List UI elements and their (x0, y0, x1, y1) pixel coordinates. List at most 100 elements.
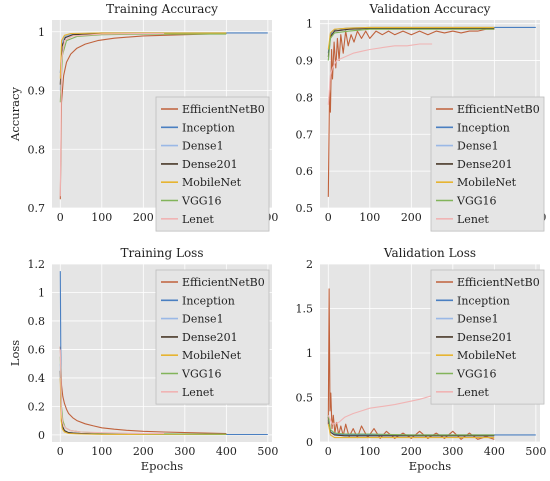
series-line-lenet (59, 349, 165, 435)
y-axis-label: Loss (8, 340, 22, 366)
x-tick-label: 100 (359, 445, 380, 458)
y-tick-label: 0.8 (28, 143, 46, 156)
legend-label: Dense1 (457, 313, 499, 326)
legend-label: MobileNet (182, 176, 242, 189)
y-tick-label: 0.7 (28, 202, 46, 215)
y-tick-label: 1.2 (28, 258, 46, 271)
legend-label: VGG16 (181, 195, 222, 208)
chart-panel-3: 0 100 200 300 400 500 0 0.2 0.4 0.6 0.8 1 1.2 Trainin… (8, 246, 278, 473)
legend: EfficientNetB0 Inception Dense1 Dense201 Mob… (430, 269, 545, 405)
legend-label: EfficientNetB0 (182, 103, 265, 116)
legend: EfficientNetB0 Inception Dense1 Dense201 Mob… (155, 96, 270, 232)
series-line-mobilenet (327, 424, 495, 439)
series-group (59, 271, 268, 436)
series-line-mobilenet (327, 26, 495, 50)
y-tick-label: 1 (306, 18, 313, 31)
x-tick-label: 300 (174, 445, 195, 458)
chart-title: Validation Accuracy (369, 2, 491, 16)
x-tick-label: 500 (525, 445, 546, 458)
chart-title: Training Loss (120, 246, 203, 260)
series-line-lenet (327, 43, 433, 105)
legend-label: EfficientNetB0 (182, 276, 265, 289)
x-tick-label: 0 (325, 211, 332, 224)
y-tick-label: 0.8 (28, 315, 46, 328)
legend-label: MobileNet (182, 349, 242, 362)
y-tick-label: 1 (38, 26, 45, 39)
series-line-efficientnetb0 (327, 28, 495, 197)
legend-label: Inception (182, 121, 235, 134)
legend-label: Dense201 (182, 331, 238, 344)
y-tick-label: 1.5 (296, 303, 314, 316)
y-tick-label: 0.6 (296, 165, 314, 178)
x-tick-label: 0 (57, 445, 64, 458)
x-tick-label: 200 (401, 445, 422, 458)
y-tick-label: 1 (306, 347, 313, 360)
x-tick-label: 0 (57, 211, 64, 224)
y-tick-label: 0.7 (296, 128, 314, 141)
legend-label: Lenet (457, 386, 489, 399)
legend-label: VGG16 (181, 368, 222, 381)
legend-label: MobileNet (457, 349, 517, 362)
legend: EfficientNetB0 Inception Dense1 Dense201 Mob… (430, 96, 545, 232)
x-tick-label: 400 (484, 445, 505, 458)
series-line-mobilenet (59, 32, 227, 79)
legend-label: Inception (182, 294, 235, 307)
series-line-dense201 (327, 27, 495, 57)
x-tick-label: 100 (359, 211, 380, 224)
x-tick-label: 500 (257, 445, 278, 458)
legend-label: Dense201 (457, 331, 513, 344)
series-line-lenet (59, 32, 165, 197)
x-tick-label: 200 (133, 445, 154, 458)
legend-label: VGG16 (456, 368, 497, 381)
x-tick-label: 100 (91, 211, 112, 224)
y-tick-label: 2 (306, 258, 313, 271)
legend-label: Lenet (182, 386, 214, 399)
y-tick-label: 0.6 (28, 343, 46, 356)
chart-panel-4: 0 100 200 300 400 500 0 0.5 1 1.5 2 Validation Loss… (296, 246, 547, 473)
legend-label: Inception (457, 294, 510, 307)
legend: EfficientNetB0 Inception Dense1 Dense201 Mob… (155, 269, 270, 405)
legend-label: Inception (457, 121, 510, 134)
series-line-lenet (327, 395, 433, 425)
x-tick-label: 200 (133, 211, 154, 224)
chart-title: Validation Loss (383, 246, 476, 260)
x-tick-label: 300 (442, 445, 463, 458)
series-line-vgg16 (327, 415, 495, 436)
series-group (327, 26, 536, 197)
x-axis-label: Epochs (409, 459, 452, 473)
series-line-vgg16 (327, 28, 495, 61)
chart-title: Training Accuracy (106, 2, 218, 16)
legend-label: Dense201 (457, 158, 513, 171)
series-line-dense201 (59, 32, 227, 85)
series-line-efficientnetb0 (59, 32, 227, 200)
y-axis-label: Accuracy (8, 87, 22, 142)
legend-label: Lenet (182, 213, 214, 226)
legend-label: EfficientNetB0 (457, 103, 540, 116)
series-group (59, 32, 268, 200)
series-line-efficientnetb0 (59, 346, 227, 435)
x-tick-label: 200 (401, 211, 422, 224)
y-tick-label: 0 (38, 429, 45, 442)
legend-label: Dense1 (182, 140, 224, 153)
y-tick-label: 0.9 (296, 55, 314, 68)
legend-label: Dense1 (457, 140, 499, 153)
y-tick-label: 0.4 (28, 372, 46, 385)
legend-label: EfficientNetB0 (457, 276, 540, 289)
y-tick-label: 1 (38, 286, 45, 299)
y-tick-label: 0.2 (28, 400, 46, 413)
legend-label: VGG16 (456, 195, 497, 208)
legend-label: MobileNet (457, 176, 517, 189)
x-tick-label: 0 (325, 445, 332, 458)
chart-panel-2: 01002003004005000.50.60.70.80.91Validati… (296, 2, 546, 232)
legend-label: Lenet (457, 213, 489, 226)
series-line-dense201 (327, 417, 495, 437)
x-tick-label: 400 (216, 445, 237, 458)
x-axis-label: Epochs (141, 459, 184, 473)
y-tick-label: 0.5 (296, 392, 314, 405)
series-line-mobilenet (59, 377, 227, 436)
y-tick-label: 0.8 (296, 91, 314, 104)
y-tick-label: 0.5 (296, 202, 314, 215)
legend-label: Dense201 (182, 158, 238, 171)
